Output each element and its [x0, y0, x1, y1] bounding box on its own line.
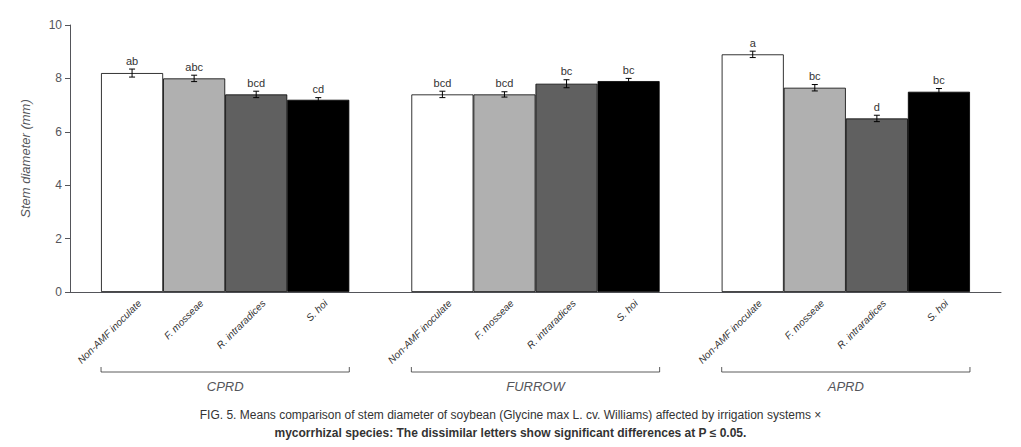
svg-text:S. hoi: S. hoi	[925, 297, 951, 323]
svg-text:F. mosseae: F. mosseae	[472, 297, 516, 341]
svg-text:0: 0	[55, 285, 62, 299]
svg-text:FURROW: FURROW	[506, 379, 566, 394]
svg-text:Non-AMF inoculate: Non-AMF inoculate	[386, 297, 454, 365]
svg-text:bc: bc	[809, 70, 821, 82]
svg-text:FIG. 5. Means comparison of st: FIG. 5. Means comparison of stem diamete…	[200, 408, 821, 422]
svg-text:Non-AMF inoculate: Non-AMF inoculate	[696, 297, 764, 365]
svg-text:bc: bc	[933, 74, 945, 86]
svg-text:S. hoi: S. hoi	[304, 297, 330, 323]
svg-text:APRD: APRD	[827, 379, 864, 394]
svg-text:2: 2	[55, 232, 62, 246]
svg-text:F. mosseae: F. mosseae	[782, 297, 826, 341]
svg-text:8: 8	[55, 71, 62, 85]
svg-text:a: a	[750, 37, 757, 49]
svg-text:R. intraradices: R. intraradices	[835, 298, 888, 351]
svg-text:ab: ab	[126, 55, 138, 67]
svg-text:abc: abc	[185, 61, 203, 73]
svg-text:bc: bc	[561, 65, 573, 77]
svg-text:Non-AMF inoculate: Non-AMF inoculate	[75, 297, 143, 365]
svg-text:bcd: bcd	[434, 77, 452, 89]
svg-text:d: d	[874, 101, 880, 113]
svg-text:CPRD: CPRD	[207, 379, 244, 394]
svg-text:Stem diameter (mm): Stem diameter (mm)	[18, 99, 33, 217]
svg-text:mycorrhizal species: The dissi: mycorrhizal species: The dissimilar lett…	[274, 426, 746, 440]
svg-text:S. hoi: S. hoi	[614, 297, 640, 323]
svg-text:R. intraradices: R. intraradices	[525, 298, 578, 351]
svg-text:R. intraradices: R. intraradices	[214, 298, 267, 351]
svg-text:10: 10	[49, 18, 63, 32]
svg-text:bc: bc	[623, 64, 635, 76]
svg-text:bcd: bcd	[496, 77, 514, 89]
svg-text:bcd: bcd	[247, 77, 265, 89]
svg-text:cd: cd	[312, 83, 324, 95]
svg-text:6: 6	[55, 125, 62, 139]
svg-text:F. mosseae: F. mosseae	[162, 297, 206, 341]
svg-text:4: 4	[55, 178, 62, 192]
